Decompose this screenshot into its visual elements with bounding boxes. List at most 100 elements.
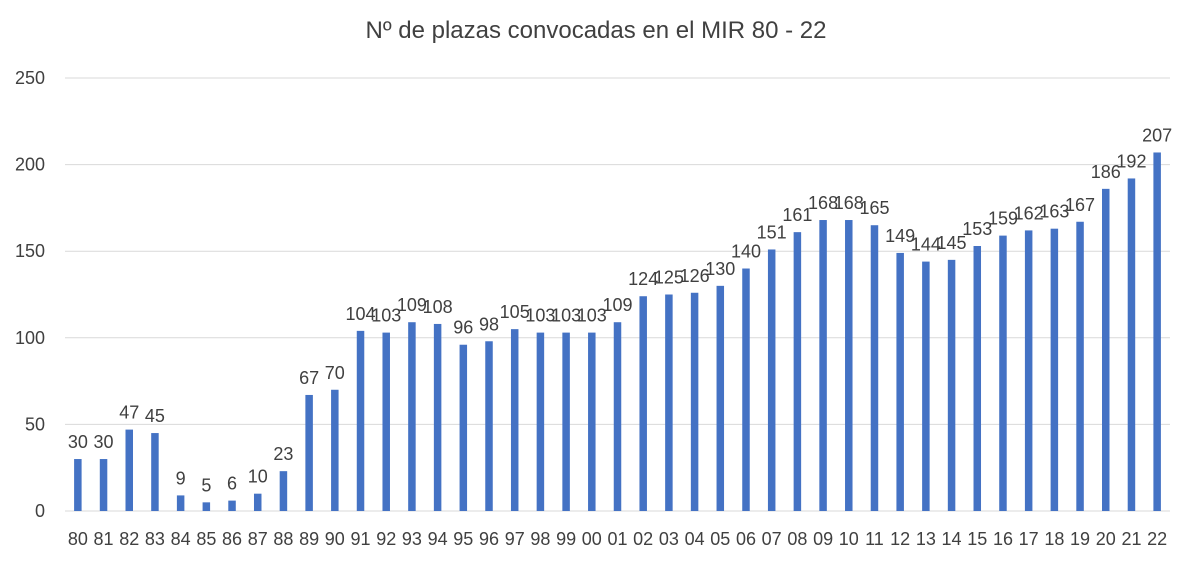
y-tick-label: 200 <box>15 155 45 175</box>
data-label: 47 <box>119 403 139 423</box>
bar <box>536 332 545 511</box>
bar <box>819 220 827 512</box>
bar <box>202 502 211 511</box>
x-tick-label: 11 <box>865 529 884 549</box>
data-label: 30 <box>94 432 114 452</box>
data-label: 125 <box>654 268 684 288</box>
bar <box>356 330 365 511</box>
x-tick-label: 94 <box>428 529 448 549</box>
x-tick-label: 06 <box>736 529 756 549</box>
data-label: 165 <box>859 198 889 218</box>
data-label: 104 <box>345 304 375 324</box>
data-label: 45 <box>145 406 165 426</box>
bar <box>1102 188 1110 511</box>
data-label: 167 <box>1065 195 1095 215</box>
x-tick-label: 19 <box>1070 529 1090 549</box>
data-label: 144 <box>911 235 941 255</box>
x-tick-label: 09 <box>813 529 833 549</box>
data-label: 207 <box>1142 125 1172 145</box>
bar <box>665 294 673 511</box>
bar <box>947 259 956 511</box>
data-label: 130 <box>705 259 735 279</box>
x-tick-label: 95 <box>453 529 473 549</box>
bar <box>382 332 390 511</box>
data-label: 103 <box>371 306 401 326</box>
bar <box>1076 221 1084 512</box>
data-label: 161 <box>782 205 812 225</box>
x-tick-label: 84 <box>171 529 191 549</box>
x-tick-label: 99 <box>556 529 576 549</box>
bar <box>716 285 725 511</box>
data-label: 105 <box>500 302 530 322</box>
data-label: 108 <box>423 297 453 317</box>
data-label: 5 <box>201 475 211 495</box>
x-tick-label: 18 <box>1044 529 1064 549</box>
x-tick-label: 96 <box>479 529 499 549</box>
x-tick-label: 87 <box>248 529 268 549</box>
data-label: 140 <box>731 242 761 262</box>
bar <box>331 389 339 511</box>
bar <box>793 232 802 511</box>
x-axis-ticks: 80 81 82 83 84 85 86 87 88 89 90 91 92 93 94 95 96 97 98 99… <box>68 529 1167 549</box>
bar <box>1050 228 1059 511</box>
y-tick-label: 50 <box>25 414 45 434</box>
bar <box>613 322 622 511</box>
bar <box>742 268 750 511</box>
y-tick-label: 0 <box>35 501 45 521</box>
data-label: 96 <box>453 318 473 338</box>
x-tick-label: 91 <box>351 529 371 549</box>
x-tick-label: 13 <box>916 529 936 549</box>
bar <box>433 323 442 511</box>
bar <box>74 459 82 511</box>
bar <box>459 344 468 511</box>
x-tick-label: 85 <box>196 529 216 549</box>
data-label: 98 <box>479 314 499 334</box>
x-tick-label: 07 <box>762 529 782 549</box>
data-label: 9 <box>176 468 186 488</box>
bar <box>125 429 133 511</box>
bar <box>973 246 982 511</box>
data-label: 6 <box>227 474 237 494</box>
data-label: 186 <box>1091 162 1121 182</box>
data-label: 162 <box>1014 203 1044 223</box>
x-tick-label: 88 <box>273 529 293 549</box>
x-tick-label: 89 <box>299 529 319 549</box>
x-tick-label: 12 <box>890 529 910 549</box>
x-tick-label: 90 <box>325 529 345 549</box>
x-tick-label: 82 <box>119 529 139 549</box>
bar <box>896 252 904 511</box>
x-tick-label: 81 <box>94 529 114 549</box>
y-axis-ticks: 0 50 100 150 200 250 <box>15 68 45 521</box>
y-tick-label: 250 <box>15 68 45 88</box>
x-tick-label: 00 <box>582 529 602 549</box>
data-label: 109 <box>397 295 427 315</box>
data-label: 149 <box>885 226 915 246</box>
bar <box>305 394 313 511</box>
data-label: 30 <box>68 432 88 452</box>
data-label: 153 <box>962 219 992 239</box>
bar <box>253 493 262 511</box>
data-label: 168 <box>834 193 864 213</box>
bar <box>767 249 776 511</box>
x-tick-label: 02 <box>633 529 653 549</box>
x-tick-label: 92 <box>376 529 396 549</box>
x-tick-label: 83 <box>145 529 165 549</box>
x-tick-label: 03 <box>659 529 679 549</box>
bar <box>151 433 159 511</box>
y-tick-label: 150 <box>15 241 45 261</box>
bar <box>845 220 853 512</box>
x-tick-label: 93 <box>402 529 422 549</box>
x-tick-label: 17 <box>1019 529 1039 549</box>
bar <box>870 225 879 511</box>
x-tick-label: 16 <box>993 529 1013 549</box>
data-label: 159 <box>988 209 1018 229</box>
data-label: 145 <box>937 233 967 253</box>
data-label: 103 <box>551 306 581 326</box>
x-tick-label: 05 <box>710 529 730 549</box>
bar <box>639 296 647 511</box>
data-label: 67 <box>299 368 319 388</box>
bar <box>485 341 493 511</box>
y-tick-label: 100 <box>15 328 45 348</box>
